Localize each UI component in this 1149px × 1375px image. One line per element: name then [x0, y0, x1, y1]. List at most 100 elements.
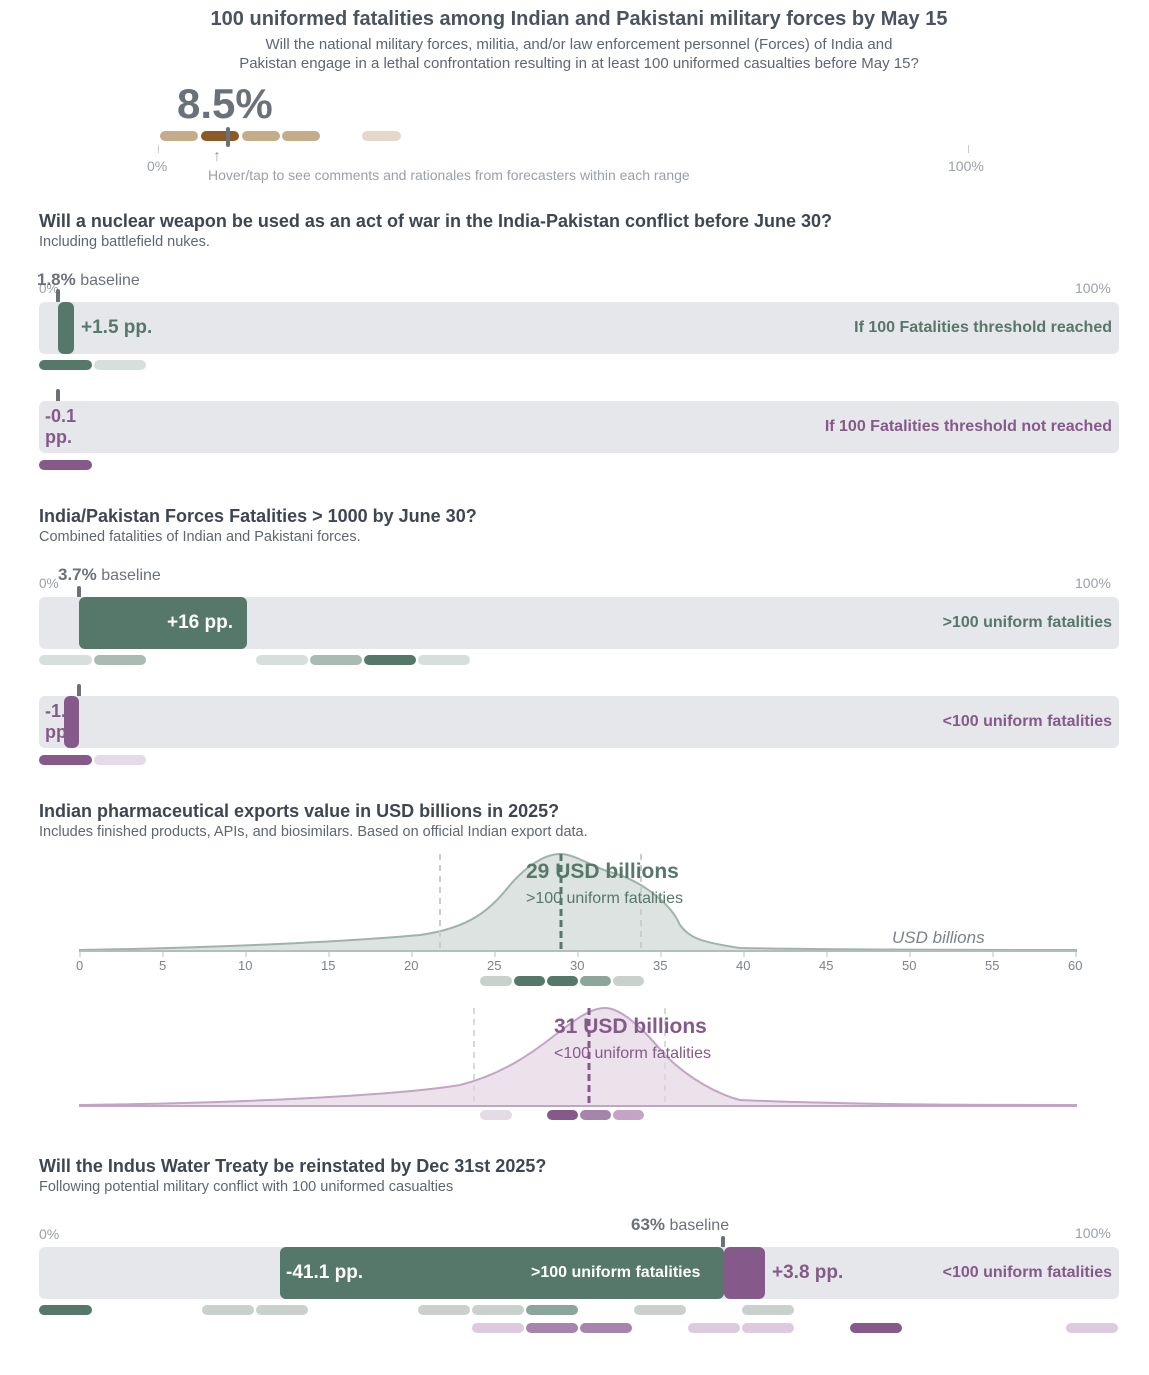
q1-axis-max: 100%	[1075, 280, 1111, 296]
q4-no-range-pill[interactable]	[742, 1323, 794, 1333]
q4-yes-condition: >100 uniform fatalities	[531, 1264, 701, 1281]
q2-no-range-pill[interactable]	[94, 755, 146, 765]
q1-no-condition: If 100 Fatalities threshold not reached	[824, 418, 1112, 435]
q3-no-condition: <100 uniform fatalities	[554, 1045, 711, 1062]
q3-tick-label: 45	[819, 958, 834, 973]
header-range-pill[interactable]	[242, 131, 280, 141]
q2-no-delta: -1.4 pp.	[45, 701, 77, 742]
q4-yes-range-pill[interactable]	[39, 1305, 92, 1315]
q1-no-delta: -0.1 pp.	[45, 406, 77, 447]
q1-subtitle: Including battlefield nukes.	[39, 234, 210, 250]
up-arrow-icon: ↑	[213, 148, 221, 165]
q2-no-marker	[77, 684, 81, 698]
q3-axis-ticks	[79, 951, 1077, 957]
q4-yes-delta: -41.1 pp.	[286, 1262, 364, 1283]
q3-tick-label: 55	[985, 958, 1000, 973]
q3-tick-label: 0	[76, 958, 84, 973]
q2-baseline-label: 3.7% baseline	[58, 565, 161, 584]
q4-yes-range-pill[interactable]	[526, 1305, 578, 1315]
q3-no-range-pill[interactable]	[547, 1110, 578, 1120]
q3-tick-label: 30	[570, 958, 585, 973]
header-range-pill[interactable]	[282, 131, 320, 141]
q4-no-range-pill[interactable]	[850, 1323, 902, 1333]
q2-yes-range-pill[interactable]	[39, 655, 92, 665]
q4-baseline-marker	[721, 1236, 725, 1248]
q3-subtitle: Includes finished products, APIs, and bi…	[39, 824, 588, 840]
q4-no-condition: <100 uniform fatalities	[942, 1264, 1112, 1281]
q3-title: Indian pharmaceutical exports value in U…	[39, 801, 560, 821]
q1-yes-delta: +1.5 pp.	[81, 317, 153, 338]
q4-yes-range-pill[interactable]	[472, 1305, 524, 1315]
q4-axis-max: 100%	[1075, 1225, 1111, 1241]
header-range-pill[interactable]	[160, 131, 198, 141]
q2-title: India/Pakistan Forces Fatalities > 1000 …	[39, 506, 477, 526]
q2-no-bar[interactable]: -1.4 pp. <100 uniform fatalities	[39, 696, 1119, 748]
q2-yes-condition: >100 uniform fatalities	[942, 614, 1112, 631]
q3-no-range-pill[interactable]	[613, 1110, 644, 1120]
q3-yes-density	[79, 852, 1077, 952]
q3-density-charts[interactable]	[0, 840, 1149, 1140]
q1-yes-range-pill[interactable]	[94, 360, 146, 370]
q1-baseline-label: 1.8% baseline	[37, 270, 140, 289]
headline-marker	[226, 127, 230, 147]
q2-yes-range-pill[interactable]	[256, 655, 308, 665]
q3-yes-range-pill[interactable]	[580, 976, 611, 986]
header-range-pill-selected[interactable]	[201, 131, 239, 141]
q2-no-fill	[64, 696, 79, 748]
q1-yes-range-pill[interactable]	[39, 360, 92, 370]
q4-yes-range-pill[interactable]	[256, 1305, 308, 1315]
q3-no-median-label: 31 USD billions	[554, 1015, 707, 1038]
q4-yes-range-pill[interactable]	[634, 1305, 686, 1315]
q3-tick-label: 5	[159, 958, 167, 973]
page-subtitle-line2: Pakistan engage in a lethal confrontatio…	[239, 55, 919, 72]
q2-yes-range-pill[interactable]	[418, 655, 470, 665]
q4-yes-range-pill[interactable]	[742, 1305, 794, 1315]
q1-axis-min: 0%	[39, 281, 59, 296]
q3-tick-label: 25	[487, 958, 502, 973]
q3-yes-range-pill[interactable]	[480, 976, 512, 986]
q3-tick-label: 60	[1068, 958, 1083, 973]
q3-tick-label: 35	[653, 958, 668, 973]
headline-probability: 8.5%	[177, 80, 273, 127]
q1-yes-bar[interactable]: +1.5 pp. If 100 Fatalities threshold rea…	[39, 302, 1119, 354]
q2-baseline-marker	[77, 586, 81, 598]
header-axis-max: 100%	[948, 158, 984, 174]
q2-axis-min: 0%	[39, 576, 59, 591]
q2-yes-range-pill[interactable]	[310, 655, 362, 665]
q1-yes-condition: If 100 Fatalities threshold reached	[854, 319, 1112, 336]
q4-no-range-pill[interactable]	[580, 1323, 632, 1333]
q3-yes-range-pill[interactable]	[547, 976, 578, 986]
q4-yes-range-pill[interactable]	[418, 1305, 470, 1315]
q2-yes-range-pill[interactable]	[94, 655, 146, 665]
q4-no-fill	[724, 1247, 765, 1299]
q1-no-bar[interactable]: -0.1 pp. If 100 Fatalities threshold not …	[39, 401, 1119, 453]
q4-subtitle: Following potential military conflict wi…	[39, 1179, 454, 1195]
q3-no-range-pill[interactable]	[480, 1110, 512, 1120]
header-axis-min: 0%	[147, 158, 168, 174]
q4-no-range-pill[interactable]	[526, 1323, 578, 1333]
q3-yes-range-pill[interactable]	[613, 976, 644, 986]
q1-title: Will a nuclear weapon be used as an act …	[39, 211, 833, 231]
q3-no-density	[79, 1006, 1077, 1107]
page-title: 100 uniformed fatalities among Indian an…	[210, 8, 948, 30]
q3-no-range-pill[interactable]	[580, 1110, 611, 1120]
q4-yes-fill	[280, 1247, 724, 1299]
axis-tick-min	[158, 145, 159, 153]
q4-baseline-label: 63% baseline	[631, 1215, 730, 1234]
axis-tick-max	[968, 145, 969, 153]
q2-no-range-pill[interactable]	[39, 755, 92, 765]
q4-bar[interactable]: -41.1 pp. >100 uniform fatalities +3.8 p…	[39, 1247, 1119, 1299]
q2-yes-bar[interactable]: +16 pp. >100 uniform fatalities	[39, 597, 1119, 649]
q2-subtitle: Combined fatalities of Indian and Pakist…	[39, 529, 361, 545]
q4-yes-range-pill[interactable]	[202, 1305, 254, 1315]
q3-tick-label: 15	[321, 958, 336, 973]
q4-no-range-pill[interactable]	[688, 1323, 740, 1333]
q3-yes-range-pill[interactable]	[514, 976, 545, 986]
q4-no-range-pill[interactable]	[1066, 1323, 1118, 1333]
q2-yes-range-pill[interactable]	[364, 655, 416, 665]
q4-no-range-pill[interactable]	[472, 1323, 524, 1333]
q1-no-marker	[56, 389, 60, 403]
header-range-pill[interactable]	[362, 131, 401, 141]
q1-no-range-pill[interactable]	[39, 460, 92, 470]
q3-tick-label: 40	[736, 958, 751, 973]
